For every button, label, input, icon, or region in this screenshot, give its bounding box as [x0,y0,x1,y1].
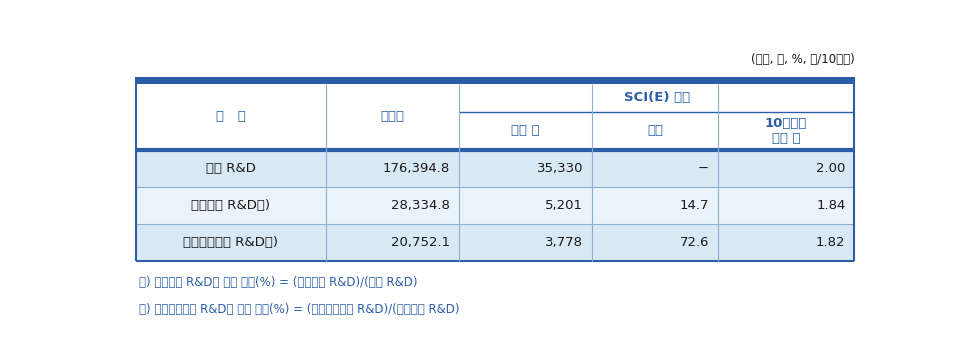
Text: 5,201: 5,201 [545,199,583,212]
Text: 구가 R&D: 구가 R&D [206,162,256,175]
Bar [135,187,854,224]
Bar [135,224,854,261]
Text: 중점녹색기술 R&D나): 중점녹색기술 R&D나) [184,236,278,249]
Text: 논문 수: 논문 수 [511,125,540,138]
Text: 72.6: 72.6 [679,236,709,249]
Text: 1.84: 1.84 [816,199,845,212]
Text: 176,394.8: 176,394.8 [383,162,450,175]
Text: 구   분: 구 분 [216,110,246,123]
Text: 35,330: 35,330 [537,162,583,175]
Text: 투자액: 투자액 [381,110,405,123]
Text: SCI(E) 논문: SCI(E) 논문 [624,91,690,104]
Text: 2.00: 2.00 [816,162,845,175]
Bar [135,150,854,187]
Text: 비중: 비중 [647,125,663,138]
Bar [135,77,854,84]
Text: 20,752.1: 20,752.1 [391,236,450,249]
Text: 28,334.8: 28,334.8 [391,199,450,212]
Text: 14.7: 14.7 [679,199,709,212]
Text: 가) 녹색기술 R&D의 논문 비중(%) = (녹색기술 R&D)/(구가 R&D): 가) 녹색기술 R&D의 논문 비중(%) = (녹색기술 R&D)/(구가 R… [139,276,418,289]
Text: 녹색기술 R&D가): 녹색기술 R&D가) [191,199,270,212]
Bar [135,84,854,150]
Text: −: − [697,162,709,175]
Text: (억원, 편, %, 편/10억원): (억원, 편, %, 편/10억원) [751,53,855,66]
Text: 3,778: 3,778 [545,236,583,249]
Text: 1.82: 1.82 [816,236,845,249]
Text: 나) 중점녹색기술 R&D의 논문 비중(%) = (중점녹색기술 R&D)/(녹색기술 R&D): 나) 중점녹색기술 R&D의 논문 비중(%) = (중점녹색기술 R&D)/(… [139,303,460,316]
Text: 10억원당
논문 수: 10억원당 논문 수 [765,117,808,145]
